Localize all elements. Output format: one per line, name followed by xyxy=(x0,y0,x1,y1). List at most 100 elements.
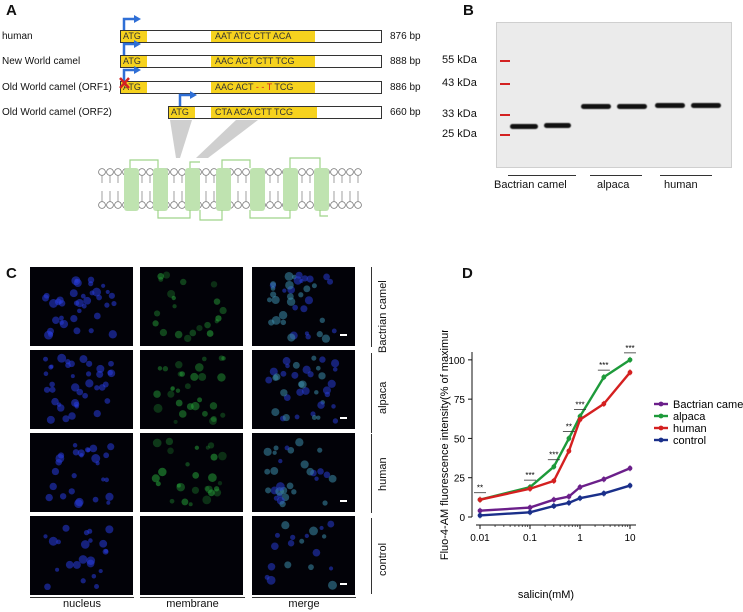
scale-bar xyxy=(340,417,347,419)
gene-bar: ATG AAC ACT - - T TCG xyxy=(120,81,382,94)
data-point xyxy=(601,401,607,407)
lane-label: human xyxy=(664,179,698,191)
lipid-head-icon xyxy=(178,201,186,209)
y-tick-label: 25 xyxy=(454,474,466,485)
data-point xyxy=(527,509,533,515)
lipid-head-icon xyxy=(242,201,250,209)
data-point xyxy=(577,417,583,422)
lipid-head-icon xyxy=(98,168,106,176)
marker-tick xyxy=(500,114,510,116)
data-point xyxy=(627,370,633,375)
scale-bar xyxy=(340,500,347,502)
data-point xyxy=(477,497,483,503)
lipid-head-icon xyxy=(306,168,314,176)
stop-cross-icon xyxy=(119,77,130,89)
marker-tick xyxy=(500,134,510,136)
column-line xyxy=(140,597,245,598)
data-point xyxy=(566,448,572,454)
data-point xyxy=(477,508,483,514)
series-bactrian-camel xyxy=(477,465,633,514)
data-point xyxy=(601,374,607,380)
significance-label: ** xyxy=(477,484,483,493)
legend-marker xyxy=(658,425,664,431)
legend-marker xyxy=(658,437,664,443)
lipid-head-icon xyxy=(106,168,114,176)
panel-b-label: B xyxy=(463,2,474,19)
atg-box: ATG xyxy=(121,82,147,93)
data-point xyxy=(527,486,533,492)
tss-arrow-icon xyxy=(122,42,134,55)
gene-name: human xyxy=(2,31,33,42)
tss-arrow-head-icon xyxy=(134,66,141,74)
gene-name: Old World camel (ORF1) xyxy=(2,82,112,93)
series-control xyxy=(477,482,633,519)
fluorescence-line-chart: Fluo-4-AM fluorescence intensity(% of ma… xyxy=(439,330,743,601)
data-point xyxy=(577,495,583,501)
lipid-head-icon xyxy=(330,201,338,209)
x-tick-label: 1 xyxy=(577,533,583,544)
significance-label: *** xyxy=(625,344,634,353)
gene-name: New World camel xyxy=(2,56,81,67)
microscopy-image-alpaca-membrane xyxy=(140,350,243,429)
significance-label: *** xyxy=(549,451,558,460)
x-tick-label: 0.01 xyxy=(470,533,490,544)
lipid-head-icon xyxy=(202,201,210,209)
tss-arrow-head-icon xyxy=(134,15,141,23)
data-point xyxy=(601,491,607,496)
column-line xyxy=(30,597,134,598)
panel-a-label: A xyxy=(6,2,17,19)
sequence-box: AAC ACT - - T TCG xyxy=(211,82,315,93)
panel-d-label: D xyxy=(462,265,473,282)
panel-a-graphics xyxy=(98,15,362,221)
lane-line xyxy=(508,175,576,176)
transmembrane-helices xyxy=(124,168,329,211)
projection-shape xyxy=(170,120,192,158)
marker-label: 43 kDa xyxy=(442,77,477,89)
row-divider xyxy=(371,518,372,594)
series-human xyxy=(477,369,633,503)
data-point xyxy=(601,476,607,482)
helix-icon xyxy=(216,168,231,211)
microscopy-image-alpaca-nucleus xyxy=(30,350,133,429)
lipid-head-icon xyxy=(298,168,306,176)
lipid-head-icon xyxy=(298,201,306,209)
marker-label: 55 kDa xyxy=(442,54,477,66)
data-point xyxy=(527,505,533,510)
microscopy-image-alpaca-merge xyxy=(252,350,355,429)
blot-band xyxy=(581,104,611,109)
x-axis-label: salicin(mM) xyxy=(518,589,574,601)
gene-size: 886 bp xyxy=(390,82,421,93)
lipid-head-icon xyxy=(178,168,186,176)
scale-bar xyxy=(340,334,347,336)
legend-label: alpaca xyxy=(673,411,706,423)
lipid-head-icon xyxy=(354,168,362,176)
gene-bar: ATG AAT ATC CTT ACA xyxy=(120,30,382,43)
row-label: alpaca xyxy=(377,381,389,414)
significance-label: *** xyxy=(575,400,584,409)
row-divider xyxy=(371,434,372,513)
column-label: nucleus xyxy=(63,598,101,610)
atg-box: ATG xyxy=(169,107,195,118)
microscopy-image-human-merge xyxy=(252,433,355,512)
marker-tick xyxy=(500,83,510,85)
scale-bar xyxy=(340,583,347,585)
data-point xyxy=(551,478,557,484)
lipid-head-icon xyxy=(106,201,114,209)
data-point xyxy=(551,503,557,509)
blot-band xyxy=(655,103,685,108)
row-label: control xyxy=(377,542,389,576)
row-divider xyxy=(371,267,372,347)
blot-band xyxy=(691,103,721,108)
microscopy-image-human-nucleus xyxy=(30,433,133,512)
projection-shape xyxy=(196,120,258,158)
y-tick-label: 100 xyxy=(448,356,465,367)
significance-label: ** xyxy=(566,422,572,431)
row-divider xyxy=(371,353,372,433)
lipid-head-icon xyxy=(202,168,210,176)
lipid-head-icon xyxy=(274,168,282,176)
lipid-head-icon xyxy=(338,201,346,209)
column-label: merge xyxy=(288,598,320,610)
helix-icon xyxy=(283,168,298,211)
sequence-start: AAC ACT xyxy=(215,82,254,92)
